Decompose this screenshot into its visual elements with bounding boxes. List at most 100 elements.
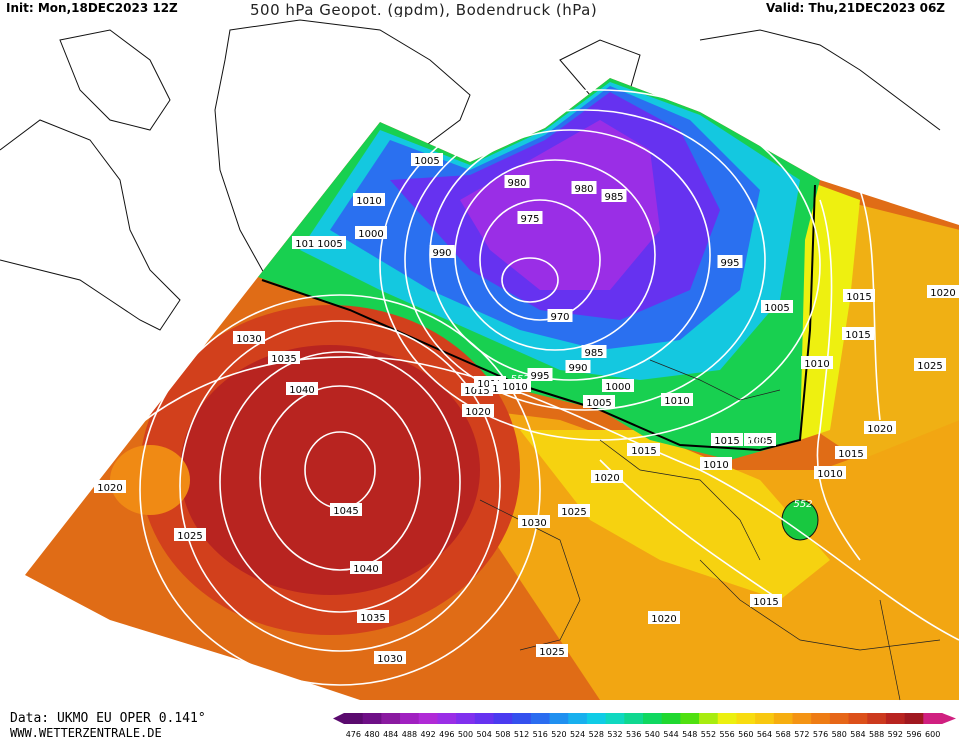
legend-level-label: 548 xyxy=(682,730,697,739)
geopotential-label-layer: 552 552 552 xyxy=(510,374,812,510)
isobar-label: 1030 xyxy=(233,331,265,345)
data-source: Data: UKMO EU OPER 0.141° xyxy=(10,711,206,726)
legend-swatch xyxy=(549,713,569,724)
isobar-label-text: 1020 xyxy=(594,473,619,484)
legend-swatch xyxy=(699,713,719,724)
arctic-islands-outline xyxy=(699,29,941,131)
color-legend: 476 480 484 488 492 496 500 504 508 512 516 520 524 5… xyxy=(333,713,956,739)
isobar-label-text: 975 xyxy=(520,214,539,225)
isobar-label: 1015 xyxy=(711,433,743,447)
website-credit: WWW.WETTERZENTRALE.DE xyxy=(10,726,162,740)
isobar-label-text: 1005 xyxy=(414,156,439,167)
legend-swatch xyxy=(418,713,438,724)
isobar-label: 1010 xyxy=(801,356,833,370)
isobar-label: 1025 xyxy=(558,504,590,518)
legend-level-label: 588 xyxy=(869,730,884,739)
isobar-label-text: 1015 xyxy=(753,597,778,608)
legend-swatch xyxy=(680,713,700,724)
isobar-label: 1015 xyxy=(835,446,867,460)
isobar-label-text: 1035 xyxy=(360,613,385,624)
isobar-label: 980 xyxy=(504,175,530,189)
isobar-label-text: 1025 xyxy=(177,531,202,542)
legend-level-label: 596 xyxy=(906,730,921,739)
legend-level-label: 484 xyxy=(383,730,398,739)
legend-level-label: 572 xyxy=(794,730,809,739)
legend-level-label: 564 xyxy=(757,730,772,739)
isobar-label: 1005 xyxy=(761,300,793,314)
isobar-label-text: 1030 xyxy=(377,654,402,665)
isobar-label-text: 1025 xyxy=(539,647,564,658)
isobar-label-text: 1015 xyxy=(631,446,656,457)
legend-level-label: 576 xyxy=(813,730,828,739)
legend-level-label: 476 xyxy=(346,730,361,739)
svalbard-outline xyxy=(559,39,641,96)
legend-level-label: 592 xyxy=(888,730,903,739)
legend-level-label: 560 xyxy=(738,730,753,739)
isobar-label: 990 xyxy=(565,360,591,374)
isobar-label: 995 xyxy=(527,368,553,382)
legend-swatch xyxy=(736,713,756,724)
legend-level-label: 552 xyxy=(701,730,716,739)
legend-level-label: 536 xyxy=(626,730,641,739)
legend-level-label: 544 xyxy=(663,730,678,739)
isobar-label-text: 1025 xyxy=(561,507,586,518)
isobar-label-text: 990 xyxy=(432,248,451,259)
isobar-label-text: 1005 xyxy=(747,436,772,447)
isobar-label: 1005 xyxy=(314,236,346,250)
isobar-label-text: 1035 xyxy=(271,354,296,365)
geopotential-label: 552 xyxy=(793,499,812,510)
isobar-label-text: 980 xyxy=(507,178,526,189)
legend-swatch xyxy=(344,713,364,724)
isobar-label-text: 1015 xyxy=(846,292,871,303)
legend-arrow-left xyxy=(333,713,344,724)
isobar-label: 1035 xyxy=(357,610,389,624)
isobar-label-text: 1010 xyxy=(356,196,381,207)
isobar-label-text: 1005 xyxy=(317,239,342,250)
isobar-label-text: 1020 xyxy=(465,407,490,418)
isobar-label-text: 1025 xyxy=(917,361,942,372)
legend-swatch xyxy=(400,713,420,724)
isobar-label: 980 xyxy=(571,181,597,195)
isobar-label-text: 1010 xyxy=(817,469,842,480)
map-title: 500 hPa Geopot. (gpdm), Bodendruck (hPa) xyxy=(250,1,598,19)
legend-level-label: 516 xyxy=(533,730,548,739)
legend-swatch xyxy=(493,713,513,724)
isobar-label: 985 xyxy=(581,345,607,359)
isobar-label-text: 1005 xyxy=(586,398,611,409)
legend-swatch xyxy=(624,713,644,724)
legend-swatch xyxy=(792,713,812,724)
isobar-label-text: 1010 xyxy=(664,396,689,407)
isobar-label: 1025 xyxy=(914,358,946,372)
isobar-label-text: 1045 xyxy=(333,506,358,517)
isobar-label-text: 1000 xyxy=(358,229,383,240)
isobar-label-text: 1010 xyxy=(502,382,527,393)
legend-swatch xyxy=(456,713,476,724)
isobar-label: 1015 xyxy=(628,443,660,457)
legend-swatch xyxy=(755,713,775,724)
isobar-label-text: 995 xyxy=(720,258,739,269)
legend-swatch xyxy=(811,713,831,724)
legend-swatch xyxy=(923,713,943,724)
legend-level-label: 480 xyxy=(364,730,379,739)
baffin-outline xyxy=(59,29,171,131)
isobar-label-text: 985 xyxy=(584,348,603,359)
legend-arrow-right xyxy=(942,713,956,724)
legend-level-label: 524 xyxy=(570,730,585,739)
legend-swatch xyxy=(885,713,906,724)
legend-swatch xyxy=(717,713,737,724)
isobar-label-text: 1010 xyxy=(804,359,829,370)
isobar-label-text: 1030 xyxy=(521,518,546,529)
isobar-label: 1020 xyxy=(462,404,494,418)
country-borders xyxy=(479,359,941,701)
isobar-label-text: 1015 xyxy=(838,449,863,460)
legend-swatch xyxy=(643,713,663,724)
legend-level-label: 500 xyxy=(458,730,473,739)
isobar-label: 1020 xyxy=(94,480,126,494)
isobar-label-text: 990 xyxy=(568,363,587,374)
isobar-label: 970 xyxy=(547,309,573,323)
isobar-label-text: 1010 xyxy=(703,460,728,471)
isobar-label-text: 1015 xyxy=(295,239,320,250)
isobar-label: 990 xyxy=(429,245,455,259)
isobar-label-text: 1030 xyxy=(236,334,261,345)
isobar-label: 975 xyxy=(517,211,543,225)
